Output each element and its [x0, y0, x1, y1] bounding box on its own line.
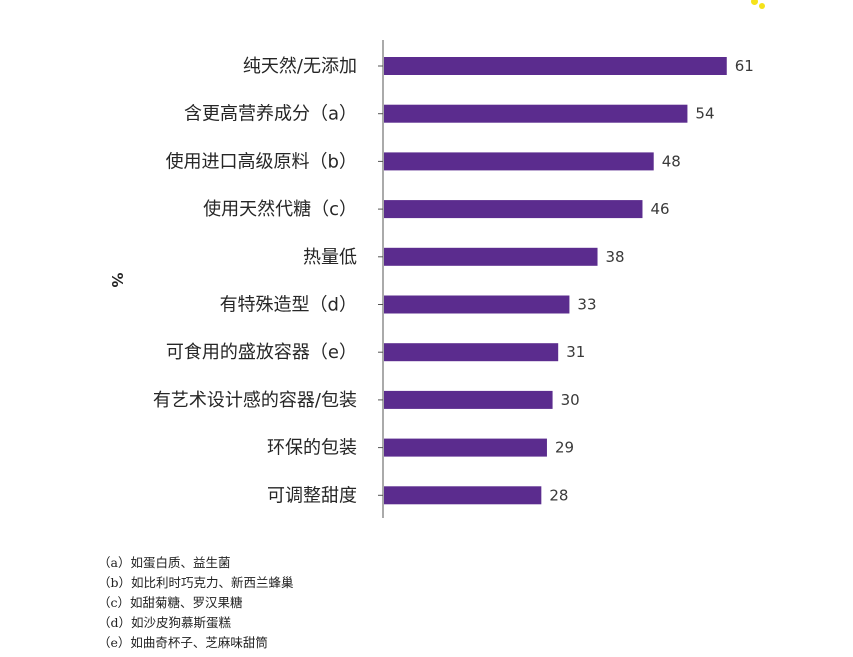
bar — [384, 390, 553, 409]
footnote-e: （e）如曲奇杯子、芝麻味甜筒 — [98, 635, 268, 650]
bars-group — [384, 57, 727, 505]
category-label: 使用天然代糖（c） — [203, 199, 357, 220]
data-label: 46 — [650, 200, 669, 218]
footnote-c: （c）如甜菊糖、罗汉果糖 — [98, 595, 243, 610]
value-labels: 61 54 48 46 38 33 31 30 29 28 — [549, 57, 754, 504]
y-axis-ticks — [378, 65, 383, 496]
category-label: 环保的包装 — [267, 438, 357, 459]
data-label: 61 — [735, 57, 754, 75]
category-label: 使用进口高级原料（b） — [166, 151, 357, 172]
data-label: 33 — [577, 296, 596, 314]
data-label: 30 — [561, 391, 580, 409]
decorative-dot — [751, 0, 758, 5]
category-label: 可调整甜度 — [267, 485, 357, 506]
decorative-dot — [759, 3, 765, 9]
category-label: 可食用的盛放容器（e） — [166, 342, 357, 363]
category-label: 含更高营养成分（a） — [184, 104, 357, 125]
bar — [384, 438, 547, 457]
category-label: 纯天然/无添加 — [243, 56, 357, 77]
category-label: 有艺术设计感的容器/包装 — [153, 390, 357, 411]
data-label: 48 — [662, 152, 681, 170]
bar — [384, 152, 654, 171]
data-label: 31 — [566, 343, 585, 361]
data-label: 54 — [695, 105, 714, 123]
bar — [384, 104, 688, 123]
bar — [384, 57, 727, 75]
footnotes: （a）如蛋白质、益生菌 （b）如比利时巧克力、新西兰蜂巢 （c）如甜菊糖、罗汉果… — [98, 553, 294, 653]
bar — [384, 247, 598, 266]
category-label: 有特殊造型（d） — [220, 295, 357, 316]
bar — [384, 295, 570, 314]
bar — [384, 200, 643, 219]
bar — [384, 343, 559, 362]
footnote-a: （a）如蛋白质、益生菌 — [98, 555, 231, 570]
category-label: 热量低 — [303, 247, 357, 268]
bar — [384, 486, 542, 505]
footnote-d: （d）如沙皮狗慕斯蛋糕 — [98, 615, 232, 630]
data-label: 28 — [549, 486, 568, 504]
y-axis-label: % — [108, 272, 126, 287]
footnote-b: （b）如比利时巧克力、新西兰蜂巢 — [98, 575, 294, 590]
data-label: 38 — [606, 248, 625, 266]
data-label: 29 — [555, 439, 574, 457]
